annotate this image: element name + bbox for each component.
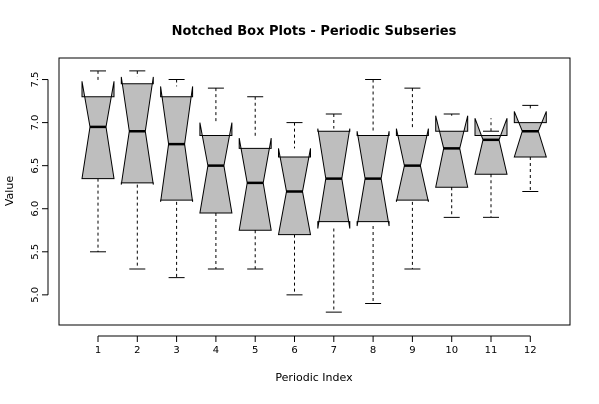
box-plot-1 (81, 70, 115, 253)
x-tick-label: 3 (173, 345, 179, 356)
y-tick-label: 7.5 (30, 72, 41, 88)
box-plot-11 (474, 118, 508, 218)
box-plot-2 (120, 70, 154, 270)
x-tick-label: 2 (134, 345, 140, 356)
x-tick-label: 1 (95, 345, 101, 356)
plot-frame (58, 57, 571, 326)
y-axis-label: Value (3, 176, 16, 206)
x-tick-label: 8 (370, 345, 376, 356)
box-plot-3 (160, 79, 194, 279)
notched-box (435, 115, 469, 188)
notched-box (81, 81, 115, 180)
x-tick-label: 12 (524, 345, 537, 356)
x-tick-label: 10 (445, 345, 458, 356)
box-plot-7 (317, 113, 351, 313)
x-axis: 1 2 3 4 5 6 7 8 9 10 11 12 (95, 335, 537, 356)
notched-box (513, 111, 547, 158)
chart-title: Notched Box Plots - Periodic Subseries (172, 24, 457, 39)
box-plot-4 (199, 87, 233, 270)
notched-box (238, 138, 272, 231)
box-plot-8 (356, 79, 390, 304)
notched-box (199, 122, 233, 214)
box-plot-12 (513, 104, 547, 192)
notched-box (474, 118, 508, 175)
x-tick-label: 6 (291, 345, 297, 356)
y-tick-label: 7.0 (30, 115, 41, 131)
y-axis: 5.0 5.5 6.0 6.5 7.0 7.5 (30, 72, 49, 303)
x-tick-label: 7 (331, 345, 337, 356)
y-tick-label: 5.5 (30, 244, 41, 260)
y-tick-label: 6.5 (30, 158, 41, 174)
box-plot-6 (277, 122, 312, 296)
y-tick-label: 5.0 (30, 287, 41, 303)
x-tick-label: 4 (213, 345, 219, 356)
x-tick-label: 5 (252, 345, 258, 356)
x-tick-label: 9 (409, 345, 415, 356)
box-plot-10 (435, 113, 469, 218)
box-plot-9 (395, 87, 429, 270)
x-tick-label: 11 (485, 345, 498, 356)
box-plot-5 (238, 96, 272, 270)
x-axis-label: Periodic Index (275, 371, 353, 384)
y-tick-label: 6.0 (30, 201, 41, 217)
boxes-group (81, 70, 547, 313)
